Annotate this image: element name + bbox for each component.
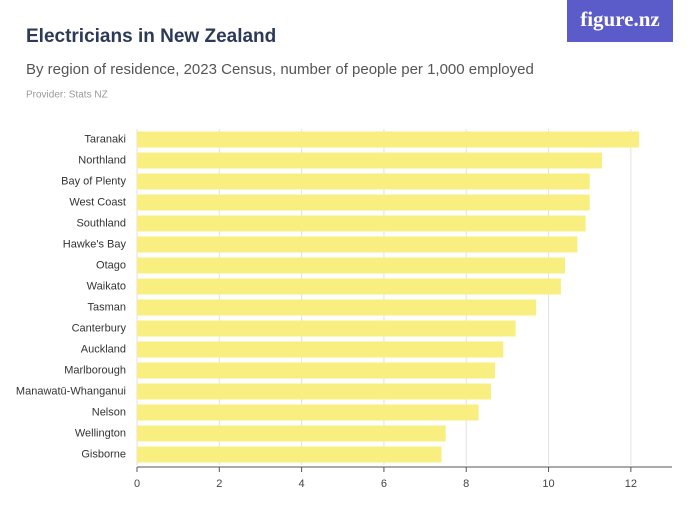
bar xyxy=(137,404,479,421)
y-tick-label: Auckland xyxy=(81,343,126,355)
bar xyxy=(137,362,496,379)
x-tick-label: 8 xyxy=(463,478,469,490)
y-tick-label: Waikato xyxy=(87,280,126,292)
y-tick-label: West Coast xyxy=(69,196,126,208)
plot: 0 2 4 6 8 10 12 Taranaki Northland Bay of Plenty W… xyxy=(16,129,672,490)
y-tick-label: Taranaki xyxy=(84,133,126,145)
bar xyxy=(137,341,504,358)
bar xyxy=(137,299,537,316)
bar xyxy=(137,152,603,169)
bar xyxy=(137,131,640,148)
x-tick-label: 4 xyxy=(299,478,305,490)
x-tick-label: 2 xyxy=(216,478,222,490)
bar xyxy=(137,425,446,442)
bar xyxy=(137,236,578,253)
y-tick-label: Marlborough xyxy=(64,364,126,376)
y-tick-label: Hawke's Bay xyxy=(63,238,127,250)
bar xyxy=(137,278,561,295)
logo-box xyxy=(567,0,673,42)
x-tick-label: 12 xyxy=(625,478,637,490)
chart-subtitle: By region of residence, 2023 Census, num… xyxy=(26,61,534,78)
bar xyxy=(137,446,442,463)
bar xyxy=(137,320,516,337)
y-tick-label: Canterbury xyxy=(72,322,127,334)
bar xyxy=(137,194,590,211)
logo[interactable]: figure.nz xyxy=(580,7,660,31)
y-tick-label: Wellington xyxy=(75,427,126,439)
y-tick-label: Gisborne xyxy=(81,448,126,460)
y-tick-label: Nelson xyxy=(92,406,126,418)
y-tick-label: Bay of Plenty xyxy=(61,175,126,187)
x-tick-label: 6 xyxy=(381,478,387,490)
y-tick-label: Otago xyxy=(96,259,126,271)
chart-title: Electricians in New Zealand xyxy=(26,26,276,47)
y-tick-label: Manawatū-Whanganui xyxy=(16,385,126,397)
x-tick-label: 0 xyxy=(134,478,140,490)
provider: Provider: Stats NZ xyxy=(26,90,108,101)
bar xyxy=(137,173,590,190)
y-tick-label: Southland xyxy=(76,217,126,229)
bar xyxy=(137,383,491,400)
y-tick-label: Northland xyxy=(78,154,126,166)
x-tick-label: 10 xyxy=(542,478,554,490)
y-tick-label: Tasman xyxy=(87,301,126,313)
bar xyxy=(137,257,565,274)
bar xyxy=(137,215,586,232)
